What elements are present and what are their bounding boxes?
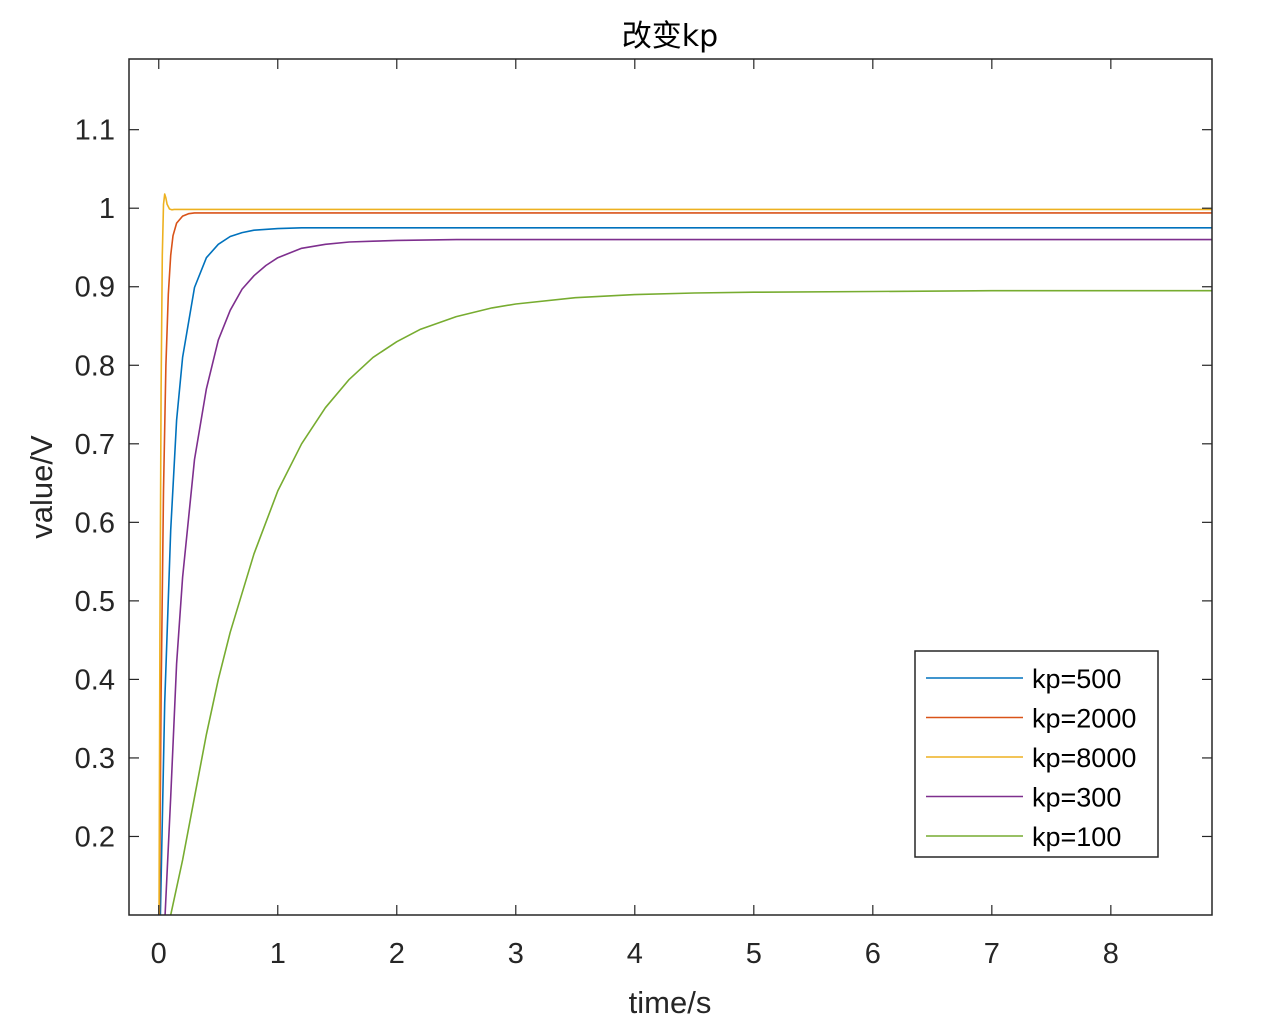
legend: kp=500 kp=2000 kp=8000 kp=300 kp=100	[914, 650, 1159, 858]
x-tick-label: 6	[865, 938, 881, 970]
y-tick-label: 0.3	[75, 743, 115, 775]
x-tick-label: 3	[508, 938, 524, 970]
chart-title: 改变kp	[622, 19, 718, 54]
series-line-kp-2000	[158, 212, 1212, 915]
axes-box	[128, 58, 1213, 916]
series-line-kp-100	[169, 289, 1212, 915]
x-tick-label: 1	[270, 938, 286, 970]
y-tick-label: 1.1	[75, 115, 115, 147]
y-tick-label: 0.8	[75, 350, 115, 382]
legend-box	[914, 650, 1159, 858]
y-axis-label: value/V	[24, 435, 59, 539]
legend-label: kp=100	[1032, 822, 1121, 852]
x-tick-label: 4	[627, 938, 643, 970]
y-tick-label: 0.6	[75, 507, 115, 539]
y-tick-label: 0.2	[75, 821, 115, 853]
x-tick-label: 8	[1103, 938, 1119, 970]
series-line-kp-300	[164, 238, 1212, 915]
legend-label: kp=8000	[1032, 743, 1136, 773]
x-tick-label: 7	[984, 938, 1000, 970]
legend-label: kp=2000	[1032, 704, 1136, 734]
x-tick-label: 2	[389, 938, 405, 970]
x-axis-label: time/s	[629, 985, 712, 1020]
series-line-kp-500	[159, 227, 1212, 915]
y-tick-label: 0.9	[75, 272, 115, 304]
series-line-kp-8000	[158, 193, 1212, 915]
legend-label: kp=500	[1032, 664, 1121, 694]
y-tick-label: 0.7	[75, 429, 115, 461]
y-tick-label: 1	[99, 193, 115, 225]
axis-ticks: 0 1 2 3 4 5 6 7 8 0.2 0.3 0.4 0.5 0.6 0.7 0.8 0.9 1 1.1	[75, 59, 1212, 970]
x-tick-label: 0	[151, 938, 167, 970]
y-tick-label: 0.5	[75, 586, 115, 618]
x-tick-label: 5	[746, 938, 762, 970]
y-tick-label: 0.4	[75, 664, 115, 696]
legend-label: kp=300	[1032, 783, 1121, 813]
